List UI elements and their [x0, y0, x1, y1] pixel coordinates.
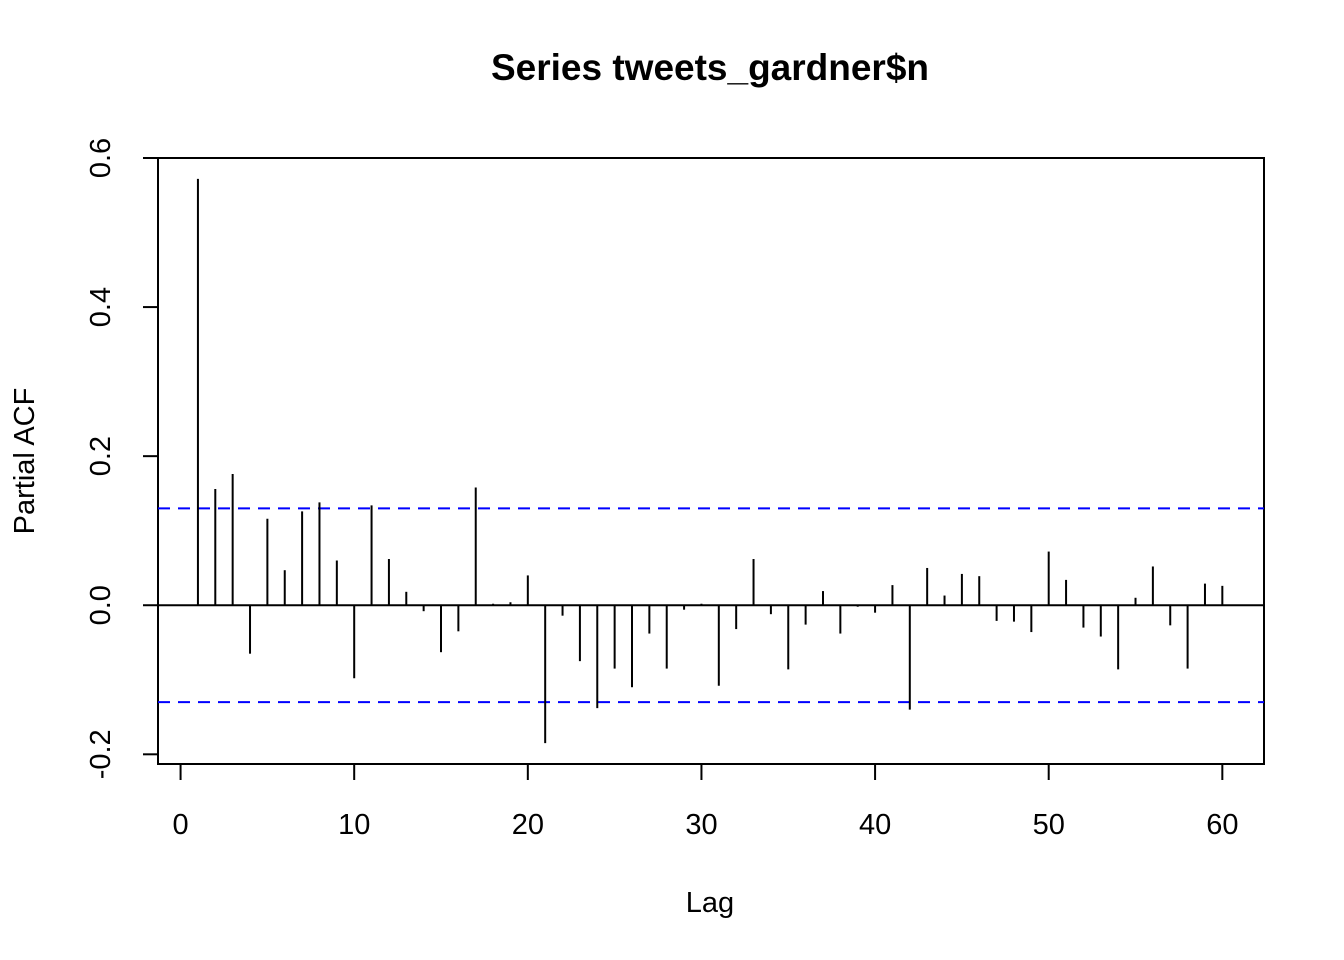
chart-title: Series tweets_gardner$n: [491, 47, 929, 88]
y-axis-label: Partial ACF: [9, 388, 41, 535]
x-tick-label: 50: [1033, 809, 1065, 841]
y-tick-label: 0.6: [85, 138, 117, 178]
x-tick-label: 20: [512, 809, 544, 841]
y-tick-label: 0.4: [85, 287, 117, 327]
y-tick-label: 0.0: [85, 585, 117, 625]
x-tick-label: 40: [859, 809, 891, 841]
x-axis: 0 10 20 30 40 50 60: [173, 763, 1238, 841]
x-tick-label: 0: [173, 809, 189, 841]
x-tick-label: 30: [685, 809, 717, 841]
plot-frame: [157, 157, 1265, 765]
x-tick-label: 60: [1206, 809, 1238, 841]
y-tick-label: -0.2: [85, 729, 117, 779]
y-tick-label: 0.2: [85, 436, 117, 476]
pacf-bars: [196, 178, 1224, 744]
y-axis: -0.2 0.0 0.2 0.4 0.6: [85, 138, 159, 779]
x-axis-label: Lag: [686, 887, 734, 919]
x-tick-label: 10: [338, 809, 370, 841]
